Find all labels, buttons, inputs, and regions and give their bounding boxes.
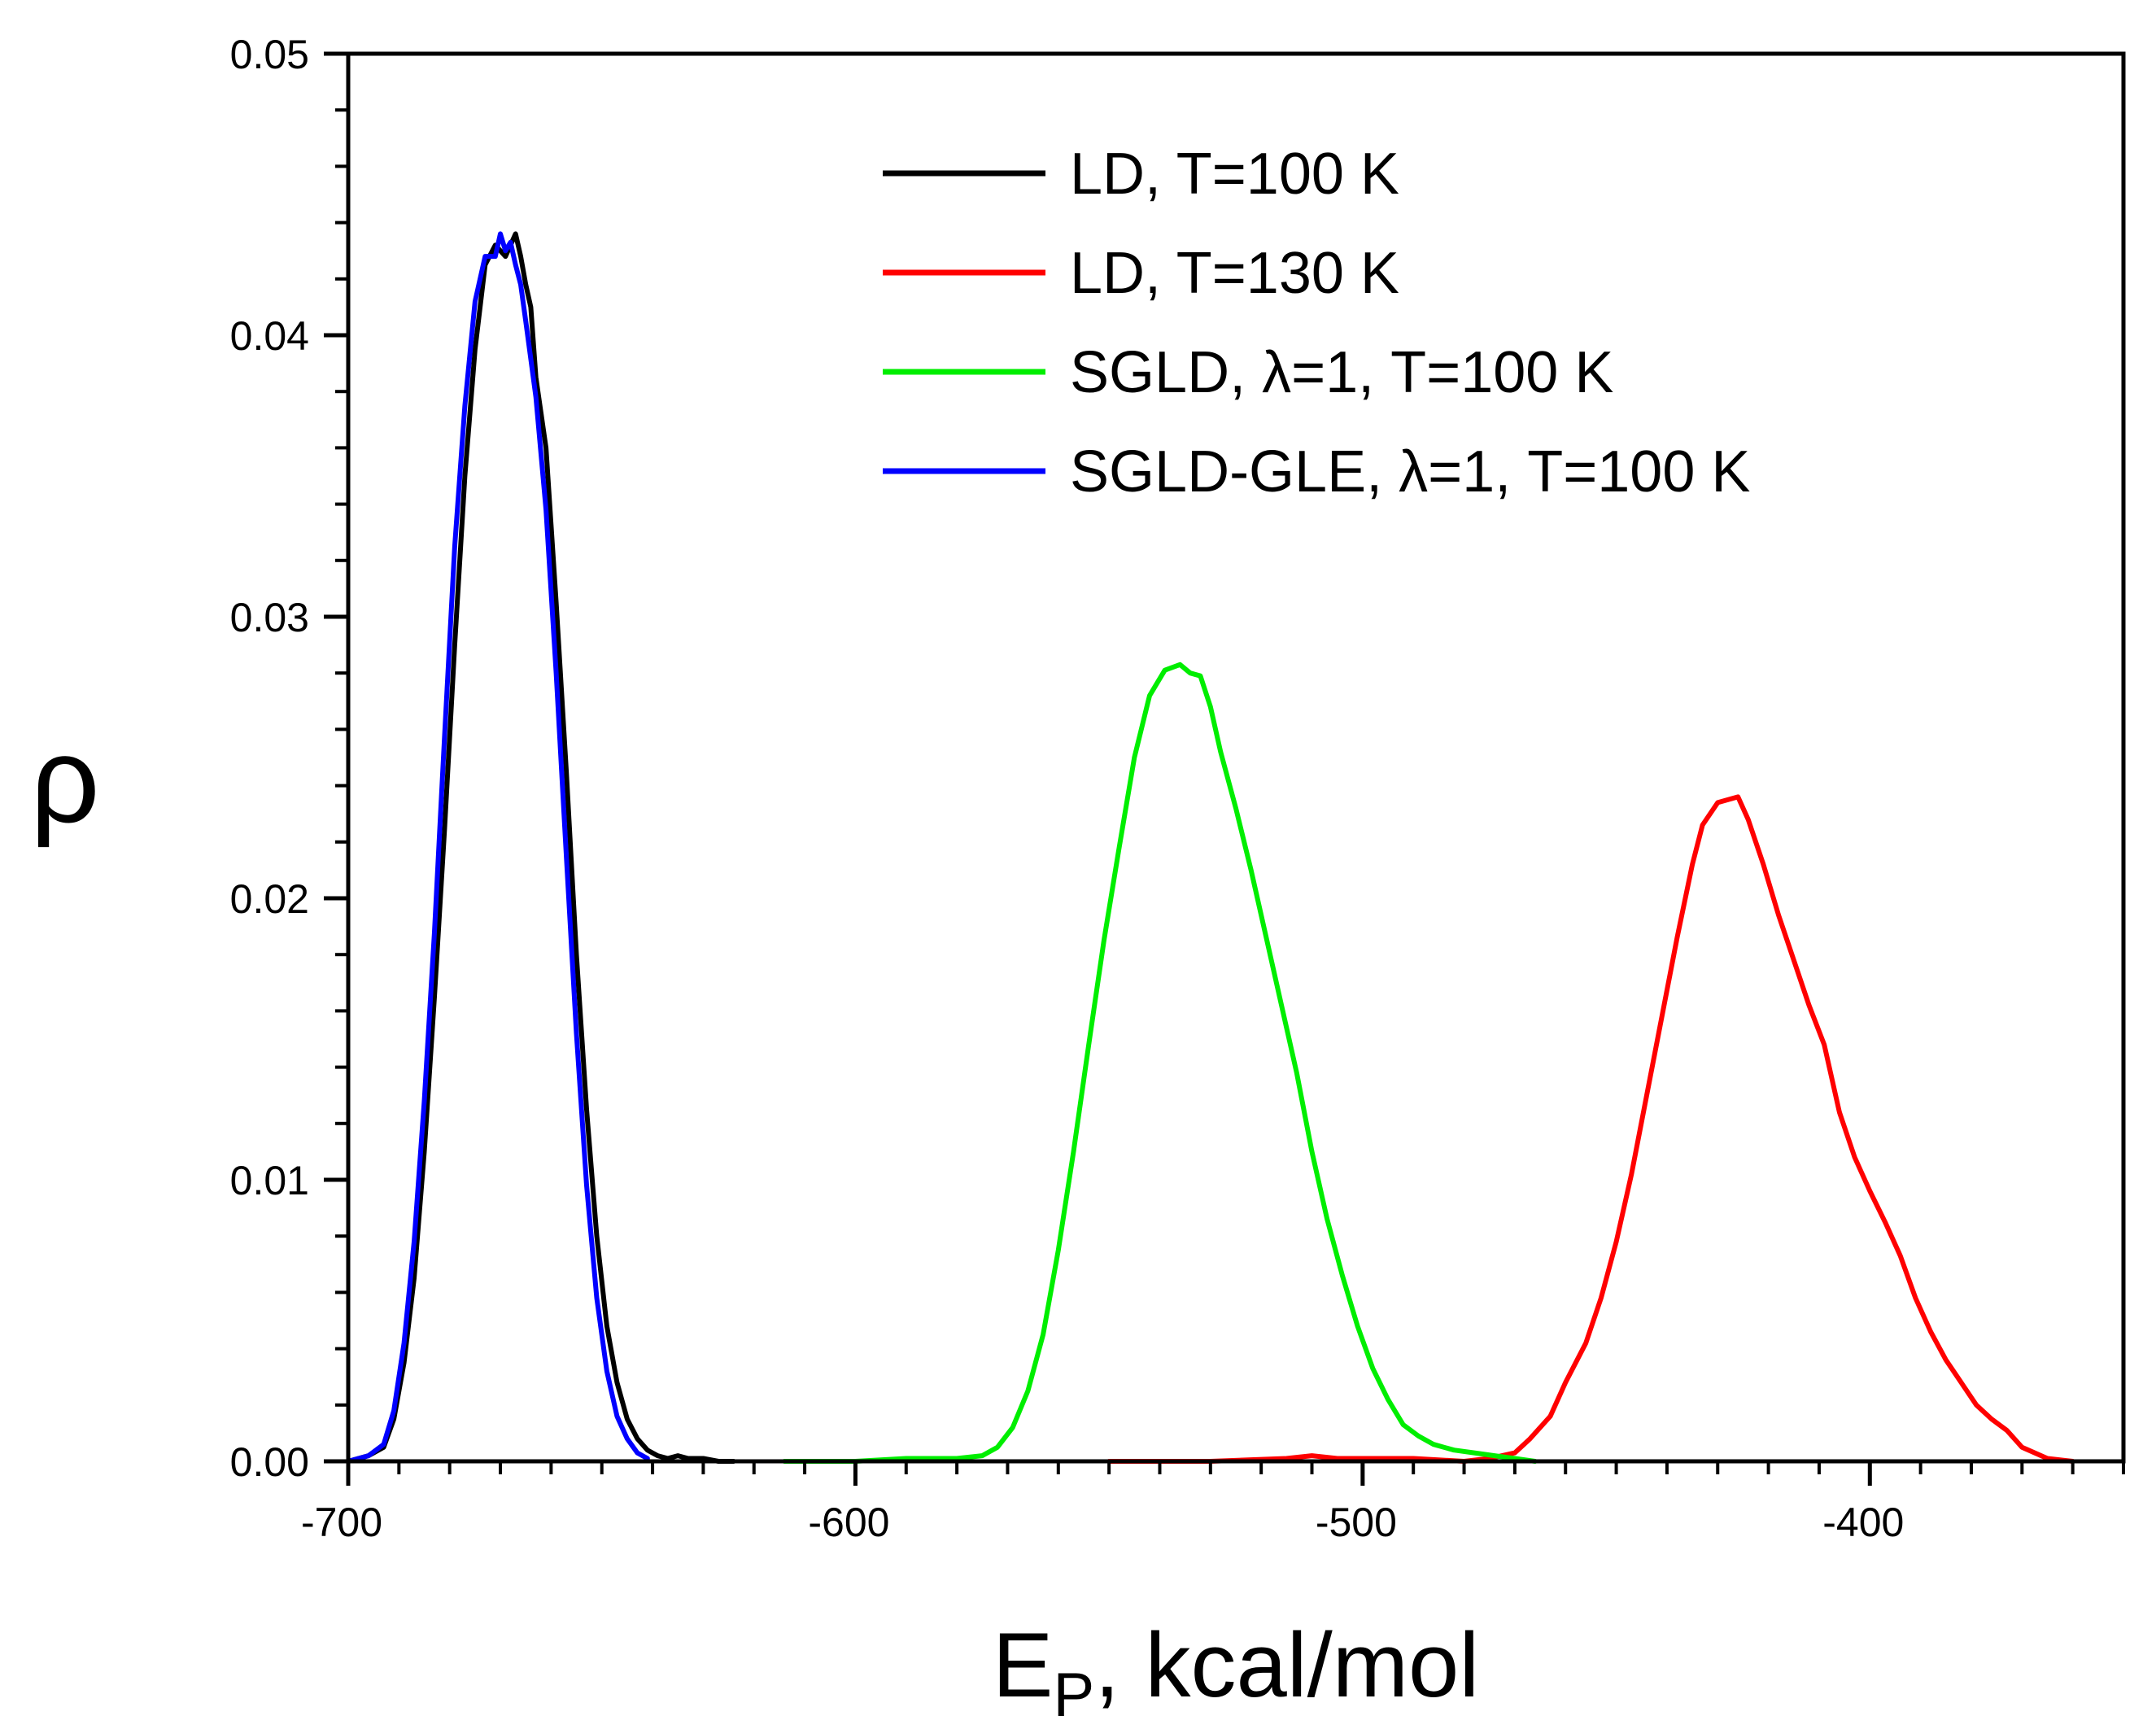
y-tick-label: 0.03 bbox=[230, 595, 309, 640]
x-axis-title-main: E bbox=[993, 1614, 1054, 1716]
x-axis-title-rest: , kcal/mol bbox=[1094, 1614, 1479, 1716]
legend-label-3: SGLD, λ=1, T=100 K bbox=[1070, 340, 1613, 405]
y-tick-label: 0.05 bbox=[230, 32, 309, 77]
series-line-1 bbox=[346, 231, 736, 1464]
x-axis-title: EP, kcal/mol bbox=[993, 1614, 1479, 1729]
y-tick-label: 0.01 bbox=[230, 1158, 309, 1203]
legend: LD, T=100 K LD, T=130 K SGLD, λ=1, T=100 K… bbox=[883, 142, 1750, 504]
x-tick-label: -500 bbox=[1316, 1500, 1397, 1545]
x-axis-title-subscript: P bbox=[1054, 1661, 1095, 1729]
legend-label-4: SGLD-GLE, λ=1, T=100 K bbox=[1070, 439, 1750, 504]
series-line-2 bbox=[1106, 794, 2075, 1464]
x-tick-label: -700 bbox=[301, 1500, 382, 1545]
legend-label-1: LD, T=100 K bbox=[1070, 142, 1399, 207]
x-tick-label: -400 bbox=[1822, 1500, 1904, 1545]
plot-frame bbox=[346, 51, 2126, 1464]
x-tick-label: -600 bbox=[808, 1500, 889, 1545]
y-tick-label: 0.04 bbox=[230, 313, 309, 359]
y-axis-title: ρ bbox=[30, 711, 99, 848]
y-tick-label: 0.02 bbox=[230, 876, 309, 922]
legend-label-2: LD, T=130 K bbox=[1070, 241, 1399, 306]
y-tick-label: 0.00 bbox=[230, 1439, 309, 1485]
series-line-3 bbox=[782, 661, 1538, 1464]
series-line-4 bbox=[346, 231, 650, 1464]
